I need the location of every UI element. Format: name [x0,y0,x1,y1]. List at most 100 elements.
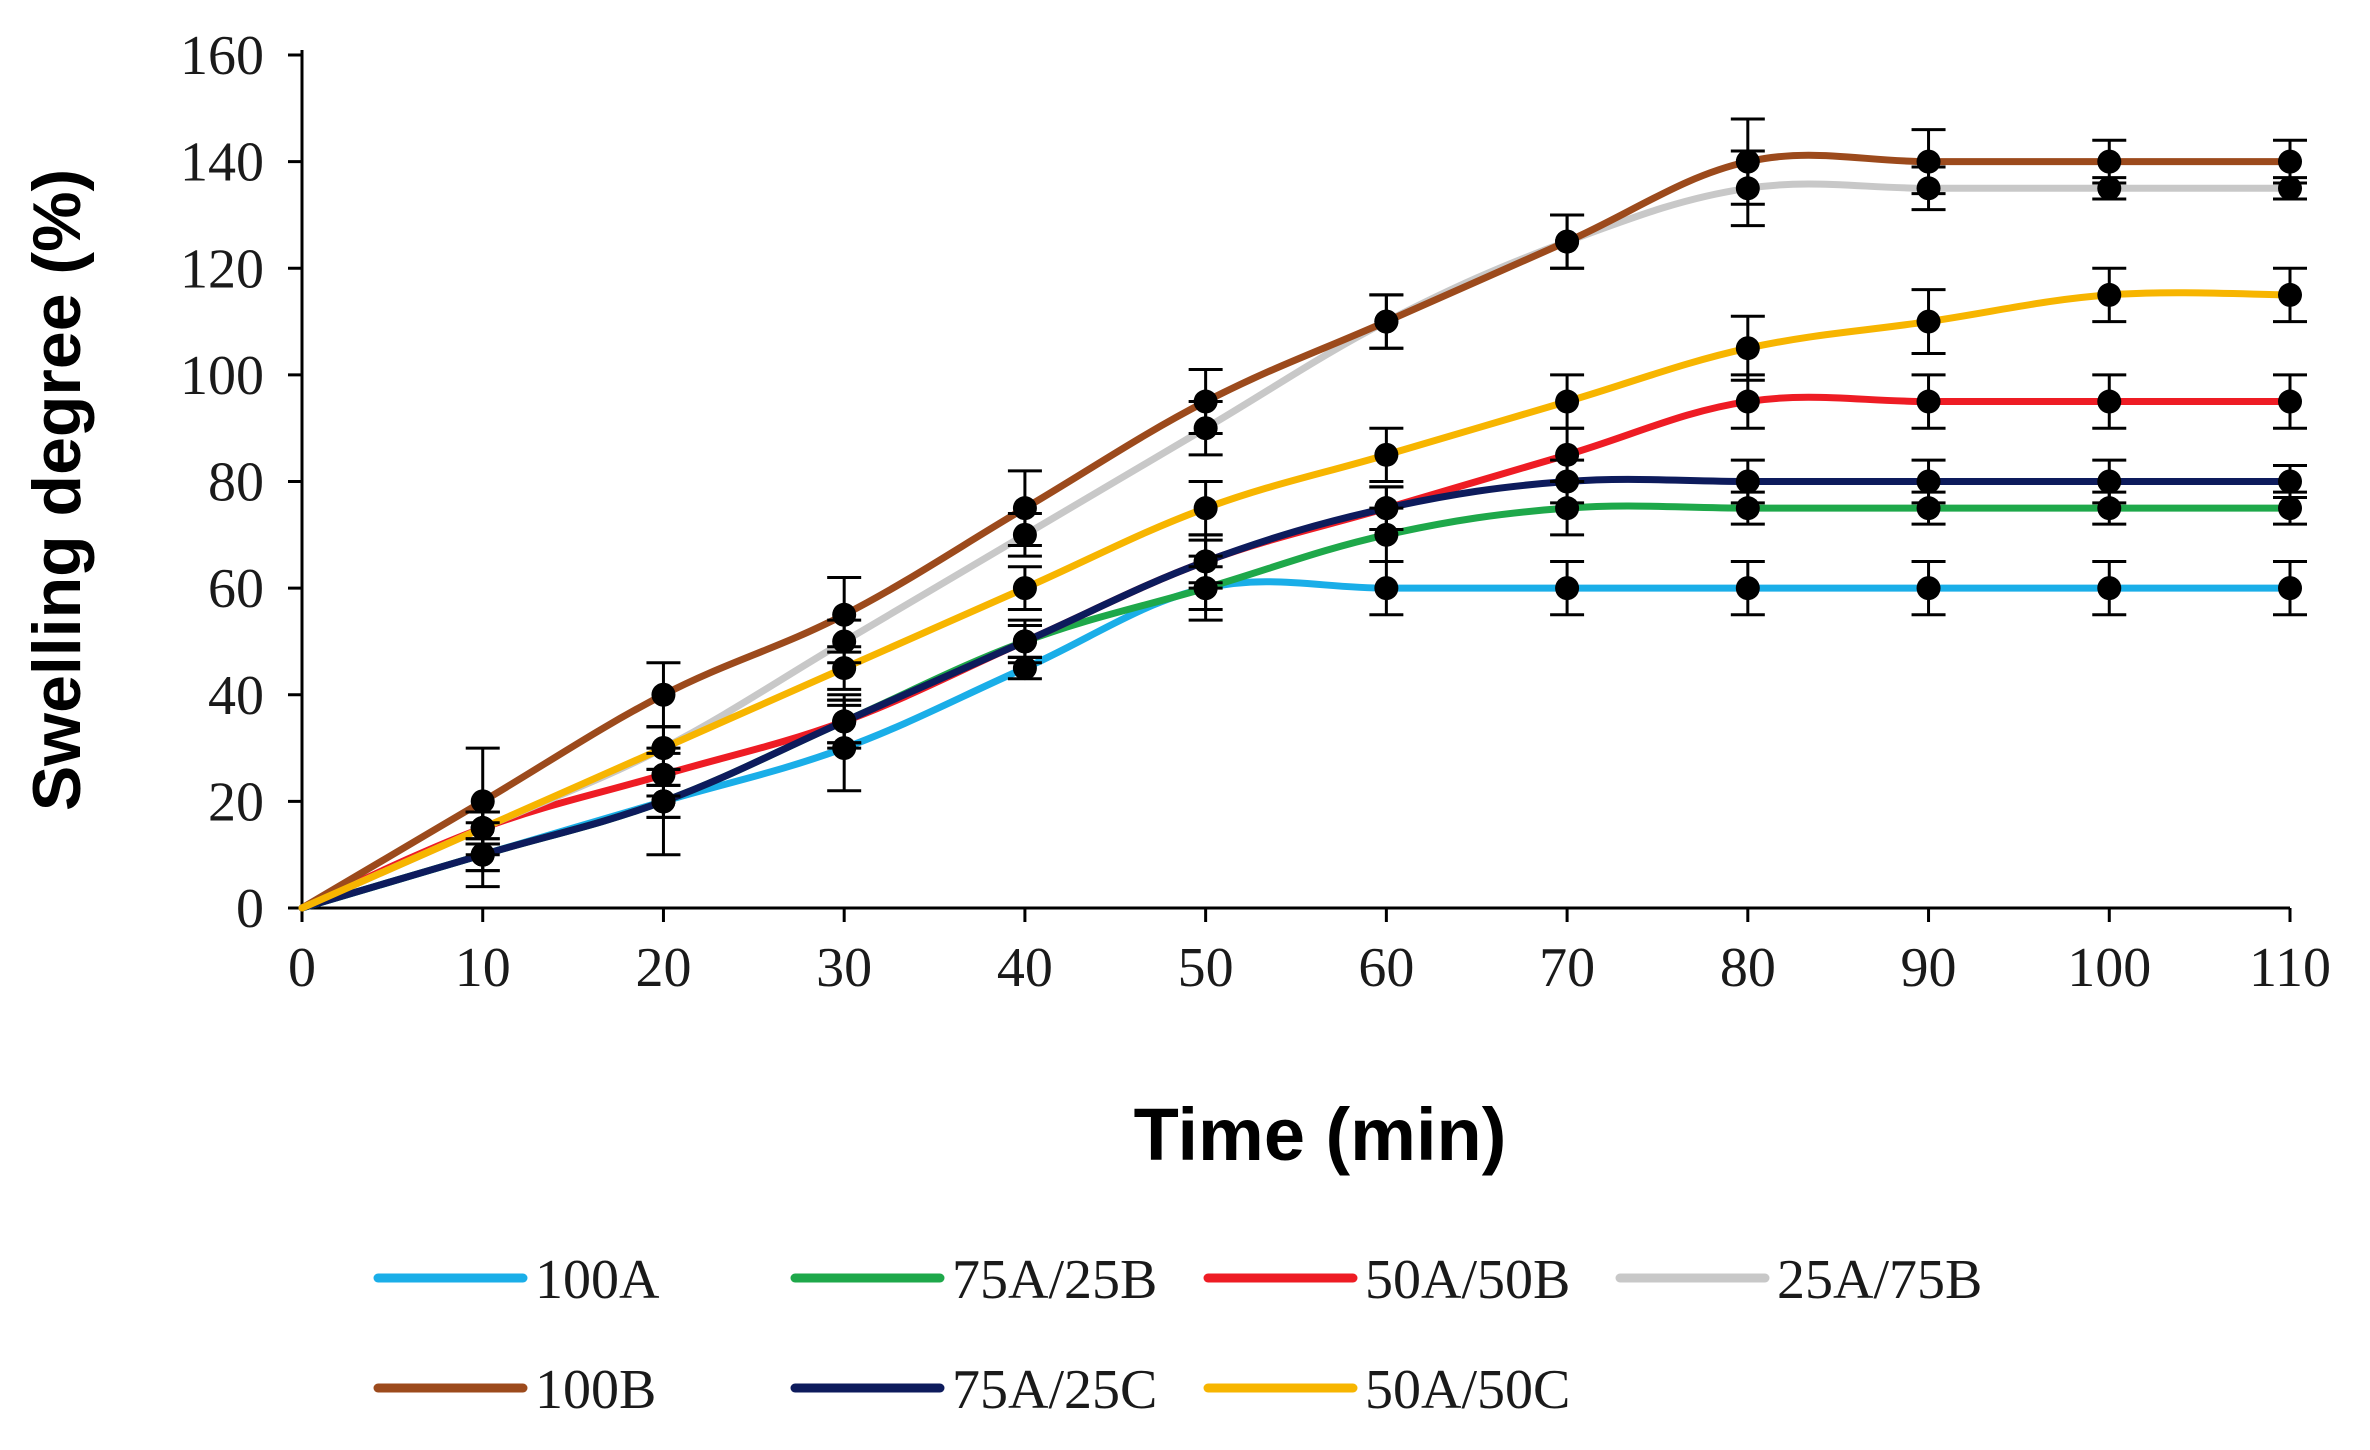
data-point [1012,522,1037,547]
legend-item: 75A/25B [790,1249,1157,1311]
legend-label: 50A/50B [1365,1249,1570,1311]
legend-item: 75A/25C [790,1359,1157,1421]
y-axis-ticks: 0 20 40 60 80 100 120 140 160 [180,25,302,940]
data-point [1374,442,1399,467]
x-tick-label: 30 [816,937,872,999]
legend-label: 75A/25B [952,1249,1157,1311]
data-point [1193,549,1218,574]
y-tick-label: 20 [208,771,264,833]
data-point [832,709,857,734]
data-point [1012,496,1037,521]
y-tick-label: 100 [180,345,264,407]
data-point [1735,336,1760,361]
data-point [2097,496,2122,521]
legend-item: 100A [373,1249,660,1311]
legend-label: 100B [535,1359,656,1421]
data-point [1735,389,1760,414]
y-tick-label: 80 [208,452,264,514]
data-point [1916,389,1941,414]
data-point [1012,576,1037,601]
data-point [651,762,676,787]
data-point [2278,469,2302,494]
data-point [2097,389,2122,414]
data-point [1374,522,1399,547]
series-line [298,289,2294,912]
data-point [470,789,495,814]
y-tick-label: 0 [236,878,264,940]
x-tick-label: 90 [1901,937,1957,999]
x-tick-label: 50 [1178,937,1234,999]
legend-label: 50A/50C [1365,1359,1570,1421]
y-axis-title: Swelling degree (%) [19,169,95,811]
data-point [1916,309,1941,334]
data-point [2278,389,2302,414]
axes [300,50,2290,910]
data-point [1555,442,1580,467]
series-line [298,578,2294,912]
series-line [298,502,2294,912]
legend-label: 25A/75B [1777,1249,1982,1311]
data-point [1555,576,1580,601]
data-point [832,629,857,654]
legend-item: 25A/75B [1615,1249,1982,1311]
legend: 100A 75A/25B 50A/50B 25A/75B 100B 75A/25C 50A/… [373,1249,1982,1421]
data-point [1555,469,1580,494]
x-tick-label: 110 [2249,937,2331,999]
data-point [1735,469,1760,494]
data-point [2278,149,2302,174]
y-tick-label: 120 [180,238,264,300]
legend-item: 50A/50B [1203,1249,1570,1311]
data-point [1012,656,1037,681]
data-point [832,656,857,681]
data-point [2097,149,2122,174]
series-line [298,393,2294,912]
data-point [832,602,857,627]
data-point [1735,149,1760,174]
data-point [1012,629,1037,654]
data-point [651,789,676,814]
data-point [2278,576,2302,601]
data-point [1193,576,1218,601]
data-point [1555,229,1580,254]
data-point [651,736,676,761]
data-markers [470,149,2302,867]
data-point [1916,469,1941,494]
series-lines [298,151,2294,912]
x-tick-label: 100 [2067,937,2151,999]
data-point [1193,496,1218,521]
legend-label: 100A [535,1249,660,1311]
data-point [1916,576,1941,601]
data-point [1916,149,1941,174]
x-tick-label: 0 [288,937,316,999]
data-point [1374,496,1399,521]
data-point [2097,576,2122,601]
x-axis-title: Time (min) [1134,1093,1507,1176]
data-point [1916,496,1941,521]
data-point [470,842,495,867]
data-point [1193,416,1218,441]
y-tick-label: 160 [180,25,264,87]
data-point [2097,469,2122,494]
y-tick-label: 60 [208,558,264,620]
legend-label: 75A/25C [952,1359,1157,1421]
data-point [1555,496,1580,521]
x-tick-label: 70 [1539,937,1595,999]
y-tick-label: 40 [208,665,264,727]
data-point [1735,176,1760,201]
data-point [1735,576,1760,601]
y-tick-label: 140 [180,132,264,194]
x-tick-label: 60 [1358,937,1414,999]
x-tick-label: 10 [455,937,511,999]
data-point [2278,282,2302,307]
x-axis-ticks: 0 10 20 30 40 50 60 70 80 90 100 110 [288,908,2331,999]
x-tick-label: 40 [997,937,1053,999]
data-point [2097,176,2122,201]
data-point [1735,496,1760,521]
data-point [2278,496,2302,521]
data-point [651,682,676,707]
legend-item: 50A/50C [1203,1359,1570,1421]
data-point [2097,282,2122,307]
data-point [832,736,857,761]
data-point [1374,309,1399,334]
